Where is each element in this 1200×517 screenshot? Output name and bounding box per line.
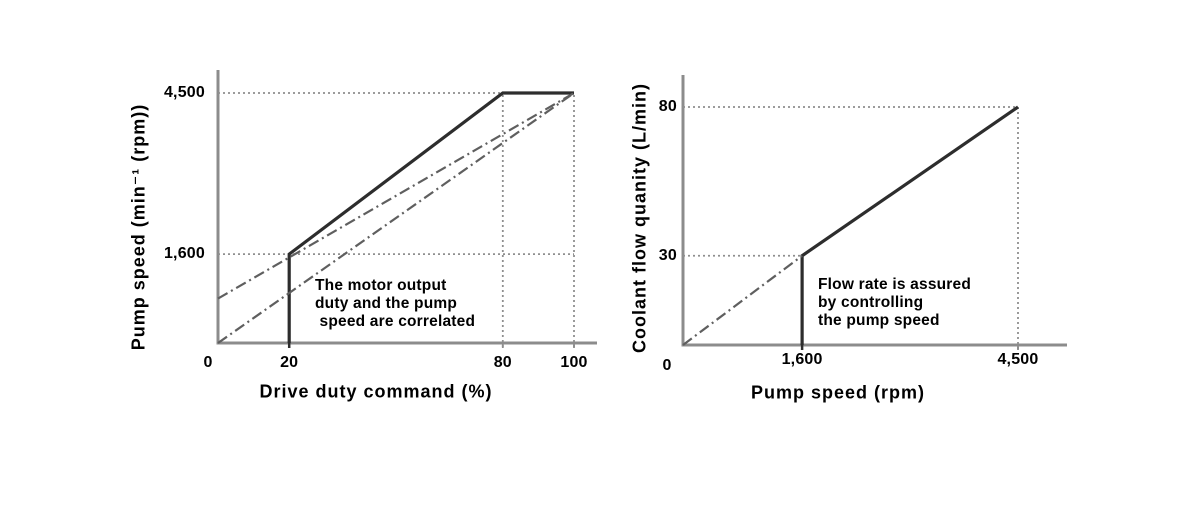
annotation-line: Flow rate is assured <box>818 276 972 293</box>
correlation-reference-lower-line <box>217 92 575 344</box>
x-axis-label: Pump speed (rpm) <box>750 382 926 403</box>
x-tick-label: 1,600 <box>781 351 823 368</box>
x-tick-label: 100 <box>560 354 588 371</box>
pump-speed-response-line <box>287 91 574 343</box>
x-axis-label: Drive duty command (%) <box>259 381 493 402</box>
annotation-line: speed are correlated <box>315 313 476 330</box>
y-axis-label: Pump speed (min⁻¹ (rpm)) <box>128 103 149 351</box>
correlation-reference-upper-line <box>217 92 575 300</box>
annotation-line: duty and the pump <box>315 295 458 312</box>
annotation-line: The motor output <box>315 277 447 294</box>
y-axis-label: Coolant flow quanity (L/min) <box>629 83 650 353</box>
y-tick-label: 4,500 <box>163 83 205 101</box>
annotation: Flow rate is assured by controlling the pu… <box>818 276 971 330</box>
x-tick-label: 4,500 <box>997 351 1039 368</box>
x-tick-label: 20 <box>280 354 299 371</box>
annotation-line: by controlling <box>818 294 924 311</box>
y-tick-label: 1,600 <box>163 245 205 263</box>
origin-tick-label: 0 <box>662 357 672 374</box>
origin-tick-label: 0 <box>203 354 213 371</box>
x-tick-label: 80 <box>493 354 512 371</box>
proportional-reference-line <box>682 254 803 346</box>
annotation-line: the pump speed <box>818 312 940 329</box>
y-tick-label: 80 <box>658 98 677 115</box>
y-tick-label: 30 <box>658 246 677 264</box>
annotation: The motor output duty and the pump speed … <box>315 277 475 331</box>
